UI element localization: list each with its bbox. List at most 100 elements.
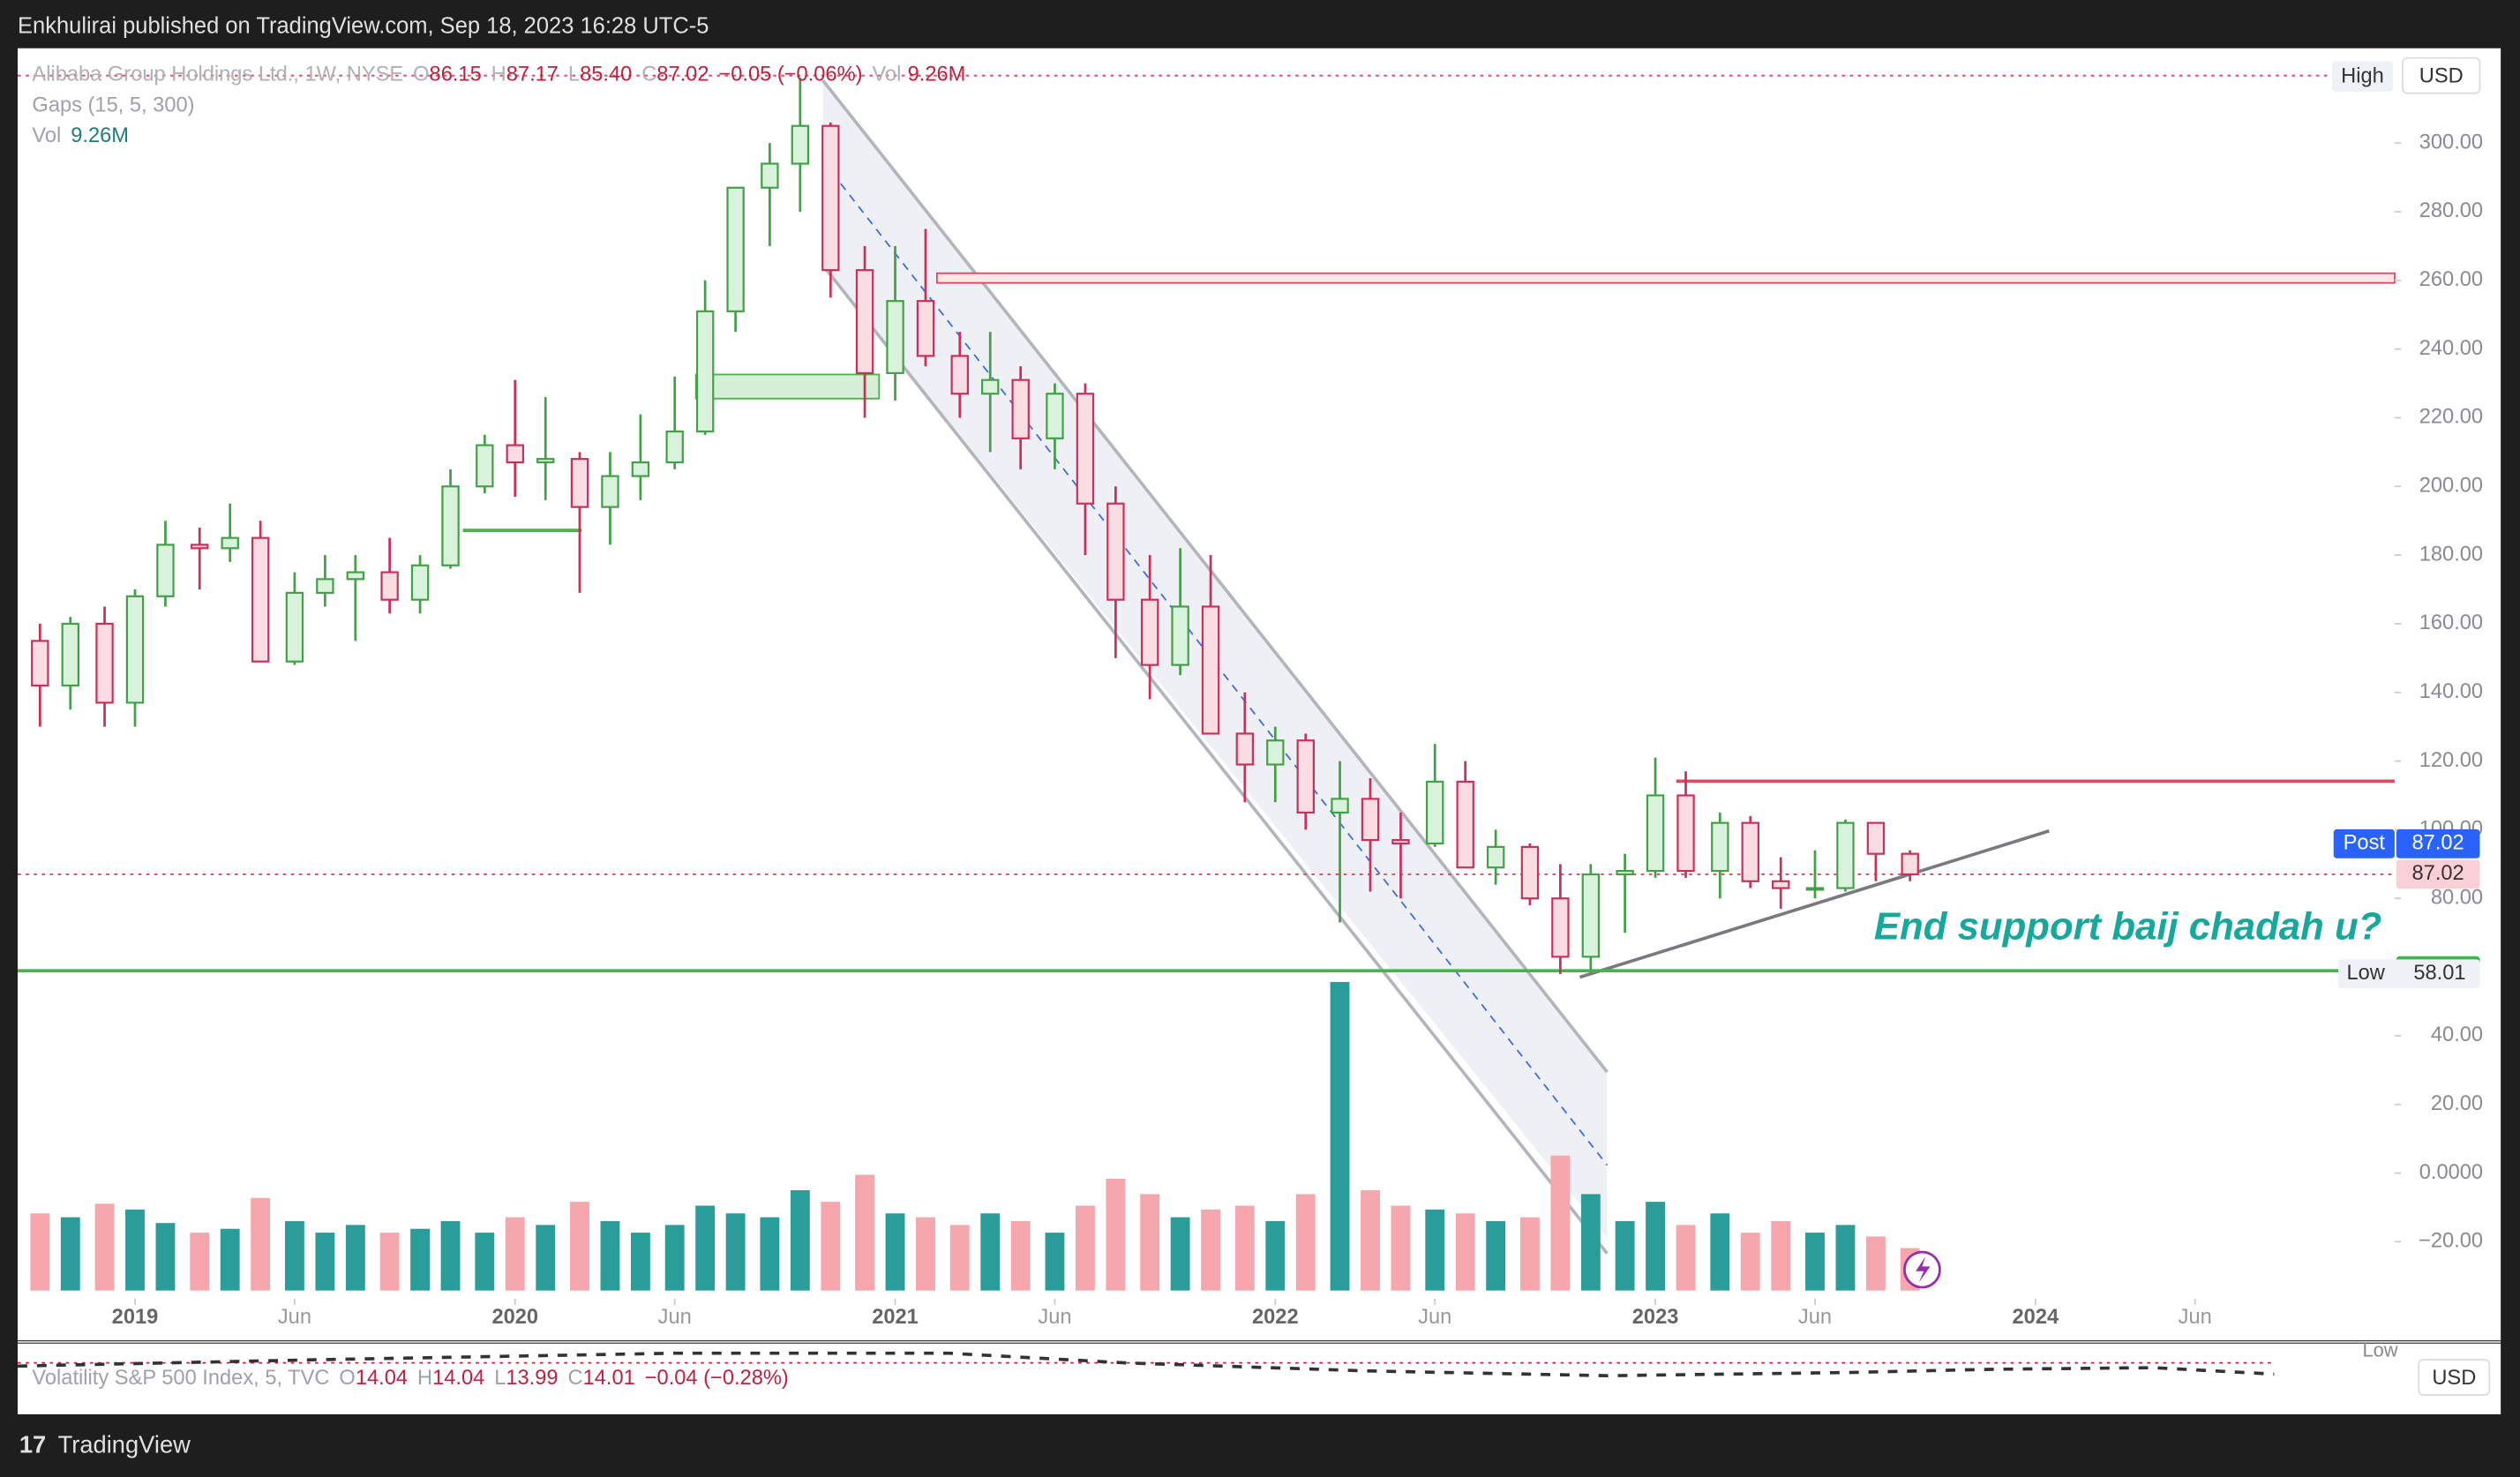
candle-body: [476, 444, 494, 488]
candle-body: [221, 536, 239, 550]
value: 87.02: [656, 64, 709, 86]
volume-bar: [345, 1225, 365, 1291]
volume-bar: [1265, 1220, 1286, 1291]
x-tick-label: 2022: [1252, 1306, 1299, 1329]
candle-body: [695, 310, 715, 433]
volume-bar: [1330, 981, 1350, 1291]
candle-body: [1772, 880, 1790, 889]
candle-body: [316, 578, 334, 595]
volume-bar: [475, 1233, 495, 1291]
y-tick-label: 240.00: [2419, 337, 2483, 360]
x-tick-label: Jun: [278, 1306, 311, 1329]
volume-bar: [1075, 1205, 1095, 1291]
x-tick-label: Jun: [1798, 1306, 1832, 1329]
volume-bar: [980, 1213, 1001, 1291]
candle-body: [1331, 798, 1349, 814]
vix-low: Low: [2362, 1339, 2397, 1361]
channel-lower: [821, 264, 1609, 1255]
candle-body: [1805, 887, 1825, 891]
volume-bar: [440, 1220, 461, 1291]
y-tick-label: 160.00: [2419, 611, 2483, 634]
vol-value: 9.26M: [71, 124, 129, 147]
lightning-glyph: [1916, 1256, 1931, 1283]
volume-bar: [315, 1233, 335, 1291]
low-price: 58.01: [2413, 962, 2465, 985]
candle-body: [855, 269, 874, 374]
candle-body: [601, 475, 619, 508]
y-tick-label: 300.00: [2419, 131, 2483, 154]
vol-key: Vol: [872, 64, 901, 86]
volume-bar: [536, 1225, 556, 1291]
key: H: [417, 1367, 432, 1390]
key: O: [339, 1367, 355, 1390]
post-price: 87.02: [2412, 832, 2464, 855]
candle-body: [191, 544, 209, 550]
candle-body: [156, 544, 175, 597]
candle-body: [916, 300, 935, 357]
candle-body: [981, 379, 1000, 395]
volume-bar: [1805, 1233, 1825, 1291]
y-tick-label: 220.00: [2419, 406, 2483, 429]
candle-body: [441, 485, 460, 566]
volume-bar: [125, 1209, 145, 1291]
vix-legend: Volatility S&P 500 Index, 5, TVC O14.04 H1…: [32, 1367, 788, 1390]
candle-body: [506, 444, 524, 464]
volume-bar: [916, 1217, 935, 1291]
value: 14.01: [583, 1367, 635, 1390]
value: 87.17: [506, 64, 559, 86]
volume-bar: [695, 1205, 716, 1291]
volume-bar: [855, 1174, 875, 1291]
candle-body: [1266, 739, 1285, 766]
volume-bar: [1295, 1194, 1316, 1291]
candle-body: [251, 536, 270, 663]
candle-body: [61, 622, 79, 687]
candle-body: [1866, 821, 1886, 855]
volume-bar: [821, 1202, 841, 1291]
legend-line: Alibaba Group Holdings Ltd., 1W, NYSE O86…: [32, 64, 965, 86]
candle-body: [1646, 794, 1665, 873]
volume-bar: [1771, 1220, 1791, 1291]
value: 14.04: [432, 1367, 484, 1390]
legend-items: O86.15 H87.17 L85.40 C87.02: [413, 64, 709, 86]
y-tick-label: 20.00: [2431, 1092, 2483, 1115]
brand: TradingView: [58, 1431, 191, 1458]
post-price-box: [2396, 828, 2480, 858]
key: C: [568, 1367, 583, 1390]
volume-bar: [1646, 1202, 1665, 1291]
trend-line: [1579, 828, 2050, 979]
volume-bar: [284, 1220, 304, 1291]
key: O: [413, 64, 429, 86]
vix-items: O14.04 H14.04 L13.99 C14.01: [339, 1367, 634, 1390]
candle-body: [791, 124, 810, 165]
value: 86.15: [430, 64, 482, 86]
candle-body: [886, 300, 904, 374]
y-tick-label: 260.00: [2419, 268, 2483, 291]
volume-bar: [1170, 1217, 1190, 1291]
volatility-pane: [18, 1343, 2501, 1414]
volume-bar: [1835, 1225, 1856, 1291]
value: 13.99: [506, 1367, 558, 1390]
candle-body: [1235, 732, 1255, 766]
x-tick-label: 2019: [112, 1306, 159, 1329]
volume-bar: [1865, 1236, 1886, 1291]
volume-bar: [410, 1228, 431, 1291]
volume-bar: [1615, 1220, 1635, 1291]
candle-body: [665, 430, 684, 464]
volume-bar: [1676, 1225, 1696, 1291]
post-box: [2333, 828, 2395, 858]
currency-box: [2402, 56, 2481, 94]
candle-body: [1046, 393, 1064, 439]
candle-body: [125, 595, 145, 704]
candle-body: [1296, 739, 1315, 814]
candle-body: [1616, 870, 1634, 876]
candle-body: [950, 355, 969, 395]
volume-bar: [1486, 1220, 1506, 1291]
volume-bar: [1519, 1217, 1540, 1291]
volume-bar: [30, 1213, 50, 1291]
change: −0.05 (−0.06%): [718, 64, 862, 86]
candle-body: [1581, 873, 1601, 958]
x-tick-label: Jun: [658, 1306, 692, 1329]
y-tick-label: 0.0000: [2419, 1161, 2483, 1184]
volume-bar: [1010, 1220, 1031, 1291]
